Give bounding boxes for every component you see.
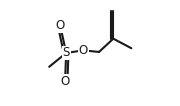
Text: O: O xyxy=(78,44,88,57)
Text: O: O xyxy=(60,75,70,88)
Text: S: S xyxy=(62,47,70,59)
Text: O: O xyxy=(56,20,65,32)
